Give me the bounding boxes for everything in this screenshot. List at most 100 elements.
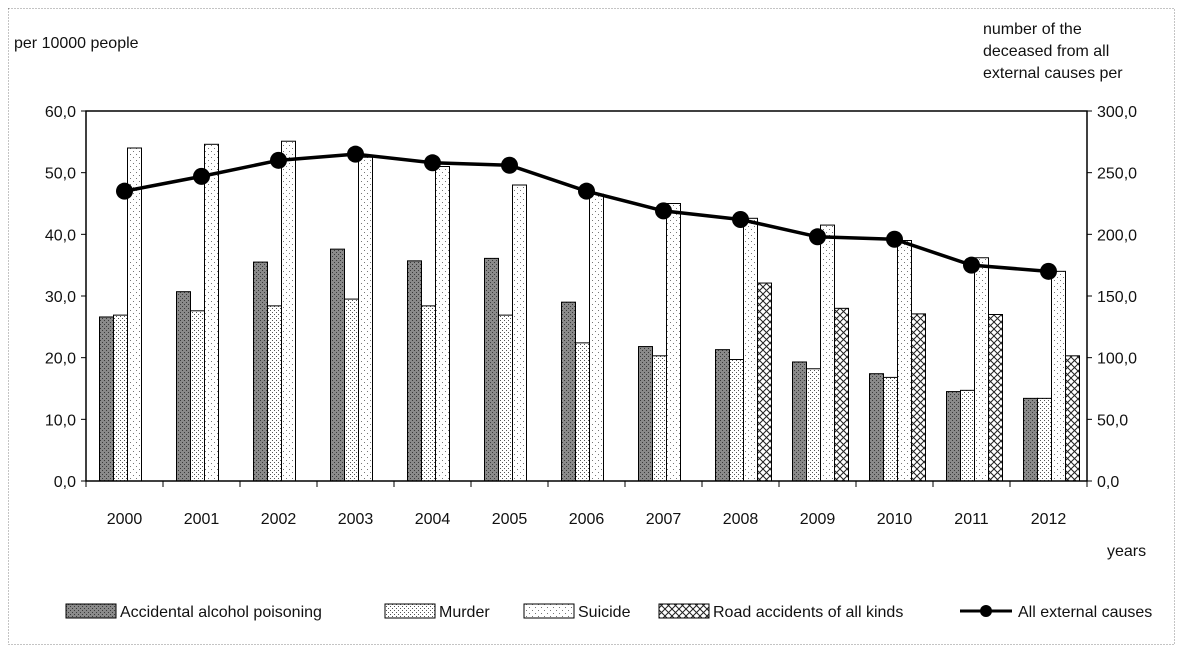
bar-0-2008	[715, 349, 730, 482]
x-tick-label: 2008	[723, 511, 759, 528]
bar-2-2010	[897, 240, 912, 482]
point-all-external-causes-2007	[655, 202, 672, 220]
x-tick-label: 2004	[415, 511, 451, 528]
x-tick-label: 2009	[800, 511, 836, 528]
bar-1-2003	[344, 298, 359, 482]
bar-1-2006	[575, 342, 590, 482]
bar-1-2005	[498, 314, 513, 482]
bar-0-2000	[99, 316, 114, 482]
x-tick-label: 2011	[954, 511, 989, 528]
bar-1-2010	[883, 376, 898, 482]
bar-3-2012	[1065, 355, 1080, 482]
y-left-tick-label: 50,0	[45, 166, 76, 183]
bar-1-2007	[652, 355, 667, 482]
bar-3-2008	[757, 282, 772, 482]
legend-swatch-marker	[980, 605, 992, 617]
x-axis-title: years	[1107, 543, 1146, 560]
x-tick-label: 2006	[569, 511, 605, 528]
bar-2-2006	[589, 193, 604, 482]
x-tick-label: 2005	[492, 511, 528, 528]
legend-label-1: Murder	[439, 604, 490, 621]
point-all-external-causes-2001	[193, 167, 210, 185]
point-all-external-causes-2011	[963, 256, 980, 274]
bar-0-2009	[792, 361, 807, 482]
y-left-tick-label: 0,0	[54, 474, 76, 491]
x-tick-label: 2003	[338, 511, 374, 528]
x-tick-label: 2010	[877, 511, 913, 528]
bar-0-2004	[407, 260, 422, 482]
bar-2-2012	[1051, 270, 1066, 482]
bar-0-2012	[1023, 397, 1038, 482]
bar-1-2004	[421, 305, 436, 482]
line-layer	[116, 145, 1057, 280]
y-right-tick-label: 150,0	[1097, 289, 1137, 306]
bar-2-2011	[974, 257, 989, 482]
point-all-external-causes-2002	[270, 151, 287, 169]
x-tick-label: 2007	[646, 511, 682, 528]
y-right-axis-title-line-3: external causes per	[983, 65, 1123, 82]
point-all-external-causes-2005	[501, 156, 518, 174]
point-all-external-causes-2006	[578, 182, 595, 200]
y-right-axis-title-line-2: deceased from all	[983, 43, 1109, 60]
point-all-external-causes-2010	[886, 230, 903, 248]
point-all-external-causes-2004	[424, 154, 441, 172]
bar-3-2011	[988, 314, 1003, 482]
axes-layer: 0,0 10,0 20,0 30,0 40,0 50,0 60,0 0,0 50,0 100,0 1…	[45, 104, 1137, 528]
bar-1-2008	[729, 359, 744, 482]
bar-3-2010	[911, 313, 926, 482]
y-right-tick-label: 50,0	[1097, 412, 1128, 429]
bar-1-2012	[1037, 397, 1052, 482]
legend-swatch-1	[384, 603, 436, 619]
legend-swatch-3	[658, 603, 710, 619]
bar-1-2011	[960, 389, 975, 482]
bar-1-2002	[267, 305, 282, 482]
bar-3-2009	[834, 307, 849, 482]
point-all-external-causes-2003	[347, 145, 364, 163]
y-left-axis-title: per 10000 people	[14, 35, 139, 52]
bar-0-2003	[330, 248, 345, 482]
legend-label-2: Suicide	[578, 604, 631, 621]
bar-0-2010	[869, 373, 884, 482]
y-right-axis-title-line-1: number of the	[983, 21, 1082, 38]
bar-2-2005	[512, 184, 527, 482]
x-tick-label: 2000	[107, 511, 143, 528]
x-tick-label: 2001	[184, 511, 220, 528]
bar-2-2009	[820, 224, 835, 482]
point-all-external-causes-2009	[809, 228, 826, 246]
bar-2-2007	[666, 203, 681, 482]
bar-0-2002	[253, 261, 268, 482]
bar-2-2001	[204, 143, 219, 482]
page-border	[8, 8, 1175, 645]
y-right-tick-label: 300,0	[1097, 104, 1137, 121]
y-right-tick-label: 200,0	[1097, 227, 1137, 244]
y-left-tick-label: 10,0	[45, 412, 76, 429]
point-all-external-causes-2008	[732, 211, 749, 229]
bar-2-2002	[281, 140, 296, 482]
y-left-tick-label: 40,0	[45, 227, 76, 244]
y-left-tick-label: 60,0	[45, 104, 76, 121]
x-tick-label: 2012	[1031, 511, 1067, 528]
bar-2-2008	[743, 217, 758, 482]
bar-1-2009	[806, 368, 821, 482]
bar-1-2000	[113, 314, 128, 482]
bars-layer	[99, 140, 1080, 482]
bar-2-2003	[358, 156, 373, 482]
bar-0-2005	[484, 257, 499, 482]
y-right-tick-label: 100,0	[1097, 351, 1137, 368]
x-tick-label: 2002	[261, 511, 297, 528]
legend-swatch-2	[523, 603, 575, 619]
y-right-tick-label: 250,0	[1097, 166, 1137, 183]
bar-0-2001	[176, 291, 191, 482]
point-all-external-causes-2012	[1040, 262, 1057, 280]
y-left-tick-label: 30,0	[45, 289, 76, 306]
bar-0-2011	[946, 391, 961, 482]
bar-1-2001	[190, 310, 205, 482]
bar-0-2007	[638, 346, 653, 482]
legend-label-line: All external causes	[1018, 604, 1152, 621]
point-all-external-causes-2000	[116, 182, 133, 200]
legend-label-0: Accidental alcohol poisoning	[120, 604, 322, 621]
bar-0-2006	[561, 301, 576, 482]
legend: Accidental alcohol poisoning Murder Suicid…	[65, 603, 1152, 621]
